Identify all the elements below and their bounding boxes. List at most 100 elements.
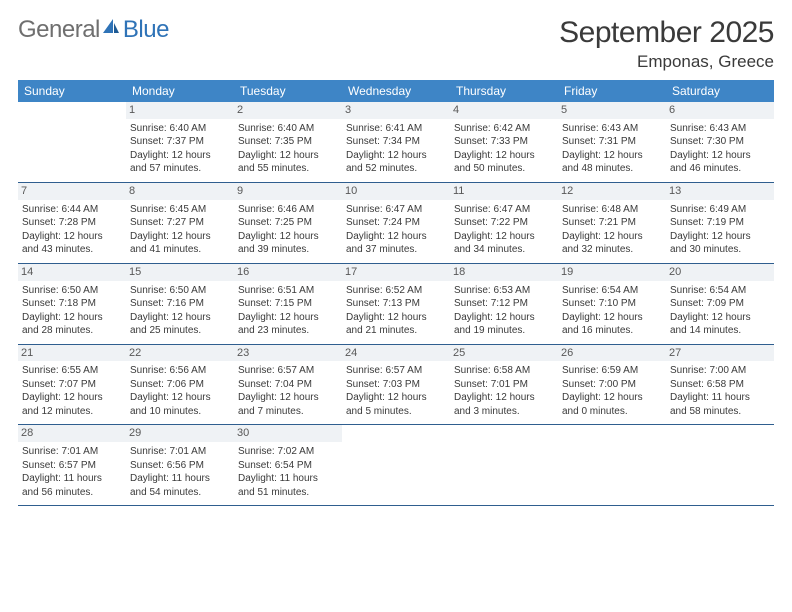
sunset-line: Sunset: 7:24 PM bbox=[346, 216, 446, 230]
sunset-line: Sunset: 7:04 PM bbox=[238, 378, 338, 392]
daylight-line: Daylight: 12 hours bbox=[130, 230, 230, 244]
day-number: 22 bbox=[126, 345, 234, 362]
day-number: 28 bbox=[18, 425, 126, 442]
day-number: 24 bbox=[342, 345, 450, 362]
sunset-line: Sunset: 7:27 PM bbox=[130, 216, 230, 230]
sunset-line: Sunset: 7:10 PM bbox=[562, 297, 662, 311]
day-header-mon: Monday bbox=[126, 80, 234, 102]
sunrise-line: Sunrise: 7:01 AM bbox=[22, 445, 122, 459]
day-cell: 17Sunrise: 6:52 AMSunset: 7:13 PMDayligh… bbox=[342, 264, 450, 344]
day-number: 4 bbox=[450, 102, 558, 119]
day-cell: 1 Sunrise: 6:40 AMSunset: 7:37 PMDaylight… bbox=[126, 102, 234, 182]
daylight-line: Daylight: 12 hours bbox=[238, 230, 338, 244]
sunrise-line: Sunrise: 6:43 AM bbox=[670, 122, 770, 136]
sunrise-line: Sunrise: 6:47 AM bbox=[454, 203, 554, 217]
daylight-line: and 23 minutes. bbox=[238, 324, 338, 338]
month-title: September 2025 bbox=[559, 16, 774, 50]
sunset-line: Sunset: 7:06 PM bbox=[130, 378, 230, 392]
sunrise-line: Sunrise: 7:01 AM bbox=[130, 445, 230, 459]
sunset-line: Sunset: 7:21 PM bbox=[562, 216, 662, 230]
day-cell bbox=[450, 425, 558, 505]
day-cell: 27Sunrise: 7:00 AMSunset: 6:58 PMDayligh… bbox=[666, 345, 774, 425]
day-cell: 22Sunrise: 6:56 AMSunset: 7:06 PMDayligh… bbox=[126, 345, 234, 425]
sunset-line: Sunset: 7:33 PM bbox=[454, 135, 554, 149]
daylight-line: and 32 minutes. bbox=[562, 243, 662, 257]
sunset-line: Sunset: 7:15 PM bbox=[238, 297, 338, 311]
sunrise-line: Sunrise: 6:53 AM bbox=[454, 284, 554, 298]
day-cell: 29Sunrise: 7:01 AMSunset: 6:56 PMDayligh… bbox=[126, 425, 234, 505]
day-cell: 13Sunrise: 6:49 AMSunset: 7:19 PMDayligh… bbox=[666, 183, 774, 263]
daylight-line: Daylight: 11 hours bbox=[22, 472, 122, 486]
sunset-line: Sunset: 7:00 PM bbox=[562, 378, 662, 392]
sunrise-line: Sunrise: 6:47 AM bbox=[346, 203, 446, 217]
sunrise-line: Sunrise: 6:40 AM bbox=[130, 122, 230, 136]
daylight-line: and 51 minutes. bbox=[238, 486, 338, 500]
day-cell: 16Sunrise: 6:51 AMSunset: 7:15 PMDayligh… bbox=[234, 264, 342, 344]
week-row: 7Sunrise: 6:44 AMSunset: 7:28 PMDaylight… bbox=[18, 183, 774, 264]
weeks-container: 1Sunrise: 6:40 AMSunset: 7:37 PMDaylight… bbox=[18, 102, 774, 506]
day-cell: 18Sunrise: 6:53 AMSunset: 7:12 PMDayligh… bbox=[450, 264, 558, 344]
day-cell: 15Sunrise: 6:50 AMSunset: 7:16 PMDayligh… bbox=[126, 264, 234, 344]
daylight-line: and 16 minutes. bbox=[562, 324, 662, 338]
daylight-line: Daylight: 12 hours bbox=[670, 230, 770, 244]
daylight-line: and 37 minutes. bbox=[346, 243, 446, 257]
daylight-line: Daylight: 12 hours bbox=[22, 391, 122, 405]
day-cell: 23Sunrise: 6:57 AMSunset: 7:04 PMDayligh… bbox=[234, 345, 342, 425]
sunset-line: Sunset: 7:13 PM bbox=[346, 297, 446, 311]
daylight-line: Daylight: 12 hours bbox=[670, 311, 770, 325]
sunset-line: Sunset: 7:37 PM bbox=[130, 135, 230, 149]
day-cell: 3Sunrise: 6:41 AMSunset: 7:34 PMDaylight… bbox=[342, 102, 450, 182]
sunset-line: Sunset: 7:28 PM bbox=[22, 216, 122, 230]
daylight-line: and 30 minutes. bbox=[670, 243, 770, 257]
sunrise-line: Sunrise: 6:55 AM bbox=[22, 364, 122, 378]
daylight-line: and 52 minutes. bbox=[346, 162, 446, 176]
daylight-line: Daylight: 12 hours bbox=[670, 149, 770, 163]
logo: General Blue bbox=[18, 16, 169, 44]
sunset-line: Sunset: 7:18 PM bbox=[22, 297, 122, 311]
daylight-line: Daylight: 12 hours bbox=[346, 391, 446, 405]
day-number: 5 bbox=[558, 102, 666, 119]
day-number: 30 bbox=[234, 425, 342, 442]
sunrise-line: Sunrise: 6:57 AM bbox=[238, 364, 338, 378]
sunrise-line: Sunrise: 6:51 AM bbox=[238, 284, 338, 298]
day-cell: 11 Sunrise: 6:47 AMSunset: 7:22 PMDayligh… bbox=[450, 183, 558, 263]
daylight-line: and 25 minutes. bbox=[130, 324, 230, 338]
daylight-line: Daylight: 12 hours bbox=[346, 149, 446, 163]
daylight-line: and 21 minutes. bbox=[346, 324, 446, 338]
day-cell: 24Sunrise: 6:57 AMSunset: 7:03 PMDayligh… bbox=[342, 345, 450, 425]
day-number: 2 bbox=[234, 102, 342, 119]
sunset-line: Sunset: 7:22 PM bbox=[454, 216, 554, 230]
sunset-line: Sunset: 7:16 PM bbox=[130, 297, 230, 311]
sunset-line: Sunset: 7:34 PM bbox=[346, 135, 446, 149]
daylight-line: Daylight: 12 hours bbox=[130, 149, 230, 163]
sunrise-line: Sunrise: 6:50 AM bbox=[22, 284, 122, 298]
daylight-line: and 34 minutes. bbox=[454, 243, 554, 257]
day-cell: 14Sunrise: 6:50 AMSunset: 7:18 PMDayligh… bbox=[18, 264, 126, 344]
day-cell: 12Sunrise: 6:48 AMSunset: 7:21 PMDayligh… bbox=[558, 183, 666, 263]
daylight-line: Daylight: 12 hours bbox=[454, 230, 554, 244]
sunrise-line: Sunrise: 6:40 AM bbox=[238, 122, 338, 136]
logo-sail-icon bbox=[100, 16, 123, 44]
sunrise-line: Sunrise: 6:46 AM bbox=[238, 203, 338, 217]
title-block: September 2025 Emponas, Greece bbox=[559, 16, 774, 72]
location: Emponas, Greece bbox=[559, 52, 774, 72]
sunrise-line: Sunrise: 6:42 AM bbox=[454, 122, 554, 136]
day-header-sat: Saturday bbox=[666, 80, 774, 102]
daylight-line: Daylight: 12 hours bbox=[238, 311, 338, 325]
daylight-line: Daylight: 12 hours bbox=[562, 391, 662, 405]
sunset-line: Sunset: 7:07 PM bbox=[22, 378, 122, 392]
daylight-line: Daylight: 11 hours bbox=[670, 391, 770, 405]
header: General Blue September 2025 Emponas, Gre… bbox=[18, 16, 774, 72]
day-number: 3 bbox=[342, 102, 450, 119]
day-header-sun: Sunday bbox=[18, 80, 126, 102]
day-cell: 2Sunrise: 6:40 AMSunset: 7:35 PMDaylight… bbox=[234, 102, 342, 182]
day-number: 12 bbox=[558, 183, 666, 200]
daylight-line: Daylight: 12 hours bbox=[22, 230, 122, 244]
day-number: 1 bbox=[126, 102, 234, 119]
sunrise-line: Sunrise: 6:54 AM bbox=[670, 284, 770, 298]
day-number: 14 bbox=[18, 264, 126, 281]
day-number: 11 bbox=[450, 183, 558, 200]
daylight-line: and 10 minutes. bbox=[130, 405, 230, 419]
day-number: 19 bbox=[558, 264, 666, 281]
daylight-line: and 19 minutes. bbox=[454, 324, 554, 338]
